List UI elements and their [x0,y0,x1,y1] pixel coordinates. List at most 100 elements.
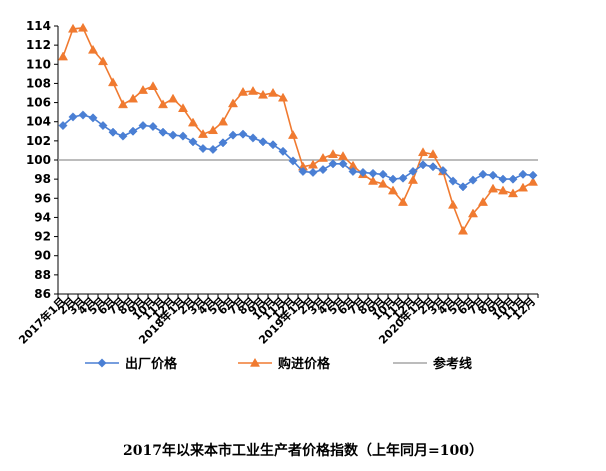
data-point [77,22,89,32]
data-point [277,92,289,102]
y-tick-label: 92 [34,230,51,244]
data-point [228,130,238,140]
data-point [418,160,428,170]
data-point [428,162,438,172]
data-point [227,98,239,108]
data-point [87,44,99,54]
data-point [117,99,129,109]
data-point [167,93,179,103]
data-point [207,125,219,135]
data-point [88,113,98,123]
data-point [488,170,498,180]
data-point [417,147,429,157]
data-point [157,99,169,109]
data-point [248,133,258,143]
data-point [377,178,389,188]
data-point [57,51,69,61]
data-point [107,77,119,87]
data-point [258,137,268,147]
y-tick-label: 100 [26,153,51,167]
data-point [268,140,278,150]
data-point [458,182,468,192]
y-tick-label: 94 [34,210,51,224]
legend-label: 参考线 [433,356,472,372]
data-point [468,175,478,185]
data-point [198,143,208,154]
chart-title: 2017年以来本市工业生产者价格指数（上年同月=100） [123,443,483,459]
y-tick-label: 90 [34,249,51,263]
data-point [148,121,158,132]
data-point [318,165,328,175]
data-point [388,174,398,184]
series-purchase-price [57,22,539,235]
data-point [528,170,538,180]
data-point [147,81,159,90]
data-point [278,146,288,156]
data-point [487,183,499,193]
y-tick-label: 88 [34,268,51,282]
data-point [257,89,269,99]
data-point [208,144,218,155]
data-point [518,169,528,179]
data-point [358,167,368,177]
data-point [177,103,189,113]
data-point [367,175,379,185]
data-point [97,56,109,66]
data-point [308,167,318,177]
data-point [288,156,298,166]
data-point [507,188,519,198]
y-tick-label: 104 [26,115,51,129]
data-point [307,159,319,169]
series-layer [57,22,539,235]
data-point [188,137,198,147]
data-point [247,85,259,95]
data-point [427,149,439,158]
data-point [68,112,78,122]
series-ex-factory-price [58,110,538,192]
data-point [397,197,409,206]
data-point [467,208,479,218]
data-point [218,138,228,148]
legend-item: 参考线 [393,356,472,372]
y-axis: 86 88 90 92 94 96 98 100 102 104 106 108 110 112 114 [26,19,59,301]
data-point [498,174,508,184]
data-point [108,127,118,137]
y-tick-label: 112 [26,38,51,52]
y-tick-label: 98 [34,172,51,186]
x-axis: 2017年1月2月3月4月5月6月7月8月9月10月11月12月2018年1月2… [16,293,539,347]
data-point [348,166,358,177]
data-point [368,168,378,178]
data-point [478,169,488,179]
data-point [238,129,248,139]
data-point [497,185,509,195]
data-point [98,120,108,131]
legend: 出厂价格 购进价格 参考线 [85,356,472,372]
y-tick-label: 106 [26,96,51,110]
legend-item: 购进价格 [238,356,331,372]
data-point [447,199,459,209]
data-point [407,174,419,184]
legend-marker [249,357,261,367]
data-point [398,173,408,183]
data-point [408,166,418,177]
data-point [448,176,458,186]
data-point [328,159,338,169]
y-tick-label: 96 [34,191,51,205]
data-point [197,129,209,138]
data-point [527,176,539,186]
legend-label: 购进价格 [278,356,331,372]
data-point [158,127,168,137]
data-point [508,174,518,184]
data-point [378,169,388,179]
data-point [138,120,148,131]
y-tick-label: 102 [26,134,51,148]
data-point [127,93,139,103]
data-point [58,120,68,131]
data-point [137,85,149,94]
legend-marker [97,358,107,368]
data-point [457,225,469,235]
data-point [178,131,188,141]
data-point [387,185,399,195]
data-point [78,110,88,120]
